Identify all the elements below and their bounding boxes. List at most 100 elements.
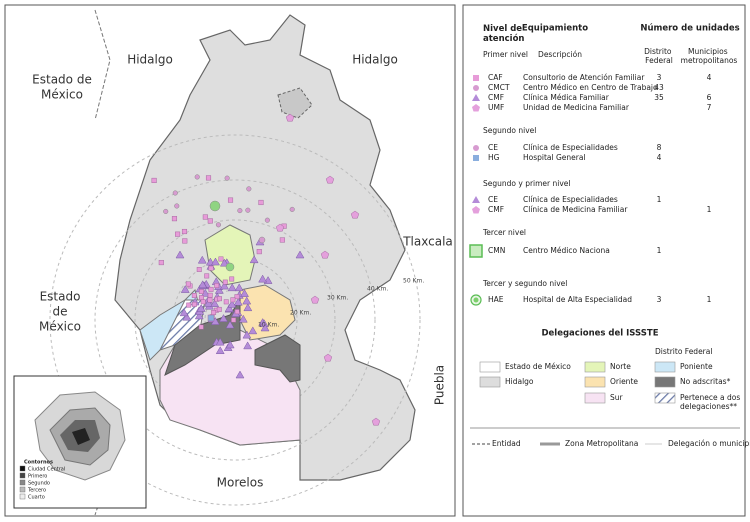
inset [13, 375, 147, 509]
distance-label: 40 Km. [367, 286, 388, 293]
distance-label: 50 Km. [403, 278, 424, 285]
header: Nivel de atención [483, 24, 525, 44]
delegation-label: Pertenece a dos delegaciones** [680, 393, 743, 411]
header: Equipamiento [522, 24, 588, 34]
region-label-line: México [41, 88, 83, 102]
row-description: Consultorio de Atención Familiar [523, 73, 645, 82]
marker [158, 259, 164, 266]
marker [202, 214, 208, 220]
row-df: 43 [654, 83, 664, 92]
legend-icon [472, 196, 480, 203]
marker [204, 298, 213, 307]
marker [310, 295, 320, 304]
row-code: HAE [488, 295, 504, 304]
region-label-line: Tlaxcala [402, 235, 453, 249]
row-df: 3 [657, 73, 662, 82]
inset-item: Ciudad Central [28, 467, 65, 473]
two-delegations [159, 299, 206, 351]
marker [194, 311, 204, 320]
region-label: Puebla [433, 365, 447, 405]
marker [151, 177, 157, 184]
marker [240, 289, 249, 297]
marker [191, 293, 197, 298]
row-description: Hospital de Alta Especialidad [523, 295, 632, 304]
row-description: Hospital General [523, 153, 586, 162]
marker [209, 200, 221, 212]
marker [216, 306, 222, 312]
delegation-label: Poniente [680, 362, 713, 371]
marker [215, 222, 221, 228]
delegation-swatch [584, 361, 606, 373]
inset-title: Contornos [24, 460, 53, 466]
marker [163, 208, 169, 214]
marker [249, 255, 259, 264]
marker [225, 320, 235, 329]
marker [200, 299, 206, 305]
marker [235, 370, 245, 379]
section-title: Tercer y segundo nivel [482, 279, 567, 288]
region-label-line: de [53, 305, 68, 319]
line-label: Zona Metropolitana [565, 439, 638, 448]
row-code: UMF [488, 103, 504, 112]
delegation-label: Oriente [610, 377, 638, 386]
marker [175, 250, 185, 259]
marker [229, 276, 235, 282]
distance-label: 10 Km. [258, 322, 279, 329]
legend-frame [462, 4, 746, 517]
marker [207, 297, 213, 303]
marker [208, 265, 214, 271]
marker [243, 303, 253, 312]
marker [256, 249, 262, 255]
legend-icon [473, 85, 479, 91]
legend-icon [473, 145, 479, 151]
marker [225, 262, 235, 272]
marker [234, 294, 240, 300]
norte [204, 224, 256, 286]
marker [227, 283, 237, 292]
inset-item: Cuarto [28, 495, 45, 501]
line-label: Delegación o municipio [668, 439, 750, 448]
row-code: HG [488, 153, 500, 162]
marker [258, 236, 266, 244]
marker [215, 346, 225, 355]
section-title: Segundo y primer nivel [483, 179, 571, 188]
marker [320, 250, 330, 259]
line-label: Entidad [492, 439, 521, 448]
distance-label: 30 Km. [327, 295, 348, 302]
delegations-title: Delegaciones del ISSSTE [541, 329, 658, 339]
inset-swatch [19, 493, 26, 500]
region-label-line: Puebla [433, 365, 447, 405]
marker [219, 258, 229, 267]
marker [218, 256, 224, 262]
marker [234, 283, 244, 292]
marker [230, 297, 236, 303]
marker [199, 295, 204, 301]
delegation-swatch [654, 392, 676, 404]
legend-icon [473, 297, 479, 303]
region-label: Morelos [217, 476, 264, 490]
legend-icon [472, 206, 480, 214]
row-description: Clínica Médica Familiar [523, 93, 610, 102]
marker [289, 206, 295, 212]
marker [198, 324, 204, 330]
marker [207, 218, 213, 224]
legend-icon [472, 94, 480, 101]
legend-icon [473, 75, 479, 81]
row-df: 4 [657, 153, 662, 162]
row-description: Clínica de Medicina Familiar [523, 205, 628, 214]
legend-icon [472, 104, 480, 112]
delegations-subtitle: Distrito Federal [655, 347, 712, 356]
marker [198, 280, 208, 289]
column-header: Municipios metropolitanos [681, 47, 738, 65]
marker [214, 285, 224, 294]
section-title: Segundo nivel [483, 126, 536, 135]
row-code: CMN [488, 246, 505, 255]
delegation-swatch [479, 361, 501, 373]
region-label-line: Estado [40, 290, 81, 304]
delegation-swatch [584, 376, 606, 388]
row-df: 35 [654, 93, 664, 102]
region-label-line: Hidalgo [127, 53, 173, 67]
marker [204, 273, 210, 279]
marker [227, 299, 237, 308]
